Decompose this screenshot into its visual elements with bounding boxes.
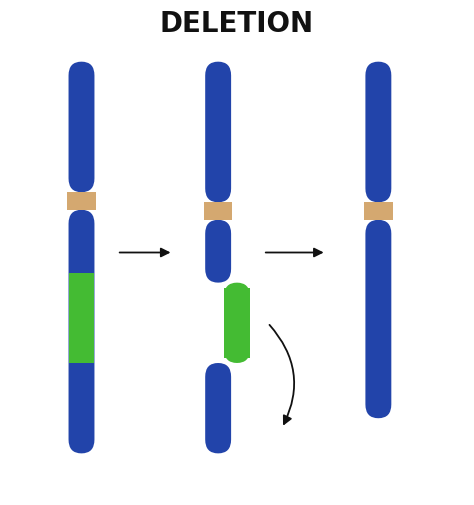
FancyBboxPatch shape [205, 363, 231, 453]
Bar [205, 203, 231, 220]
Bar [365, 203, 392, 220]
Bar [365, 203, 392, 220]
Bar [69, 192, 94, 210]
FancyBboxPatch shape [205, 220, 231, 283]
FancyBboxPatch shape [224, 283, 250, 363]
Bar [205, 203, 231, 220]
Bar [69, 273, 94, 363]
Text: DELETION: DELETION [160, 10, 314, 38]
FancyBboxPatch shape [365, 62, 392, 203]
Bar [204, 203, 232, 220]
FancyBboxPatch shape [205, 62, 231, 203]
Bar [67, 192, 96, 210]
Bar [224, 288, 250, 358]
FancyBboxPatch shape [69, 210, 94, 453]
FancyBboxPatch shape [365, 220, 392, 418]
Bar [69, 192, 94, 210]
FancyBboxPatch shape [69, 62, 94, 192]
Bar [364, 203, 392, 220]
